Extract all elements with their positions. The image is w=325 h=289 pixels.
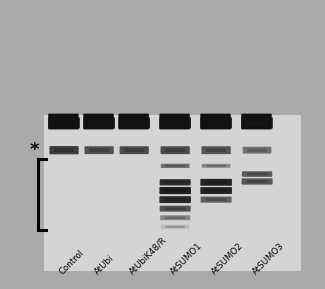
FancyBboxPatch shape [164,189,186,192]
FancyBboxPatch shape [241,117,273,129]
FancyBboxPatch shape [49,146,79,154]
FancyBboxPatch shape [165,165,185,167]
FancyBboxPatch shape [53,121,75,125]
FancyBboxPatch shape [118,117,150,129]
FancyBboxPatch shape [205,181,227,184]
FancyBboxPatch shape [200,117,232,129]
FancyBboxPatch shape [205,198,227,201]
FancyBboxPatch shape [206,165,226,167]
FancyBboxPatch shape [165,216,186,219]
FancyBboxPatch shape [202,164,230,168]
FancyBboxPatch shape [246,180,268,183]
FancyBboxPatch shape [83,117,115,129]
FancyBboxPatch shape [200,114,231,129]
Text: Control: Control [58,248,86,276]
FancyBboxPatch shape [160,179,191,186]
FancyBboxPatch shape [88,121,110,125]
Text: AtSUMO1: AtSUMO1 [169,241,204,276]
FancyBboxPatch shape [247,173,267,175]
FancyBboxPatch shape [246,121,268,125]
FancyBboxPatch shape [161,225,189,229]
FancyBboxPatch shape [206,148,226,152]
FancyBboxPatch shape [159,196,191,203]
Text: AtUbi: AtUbi [93,253,116,276]
FancyBboxPatch shape [242,171,272,177]
FancyBboxPatch shape [165,226,185,228]
FancyBboxPatch shape [164,121,186,125]
FancyBboxPatch shape [44,115,301,271]
FancyBboxPatch shape [159,117,191,129]
FancyBboxPatch shape [83,114,114,129]
FancyBboxPatch shape [164,181,186,184]
FancyBboxPatch shape [48,114,79,129]
FancyBboxPatch shape [241,114,272,129]
Text: AtSUMO2: AtSUMO2 [210,241,245,276]
FancyBboxPatch shape [241,178,273,185]
FancyBboxPatch shape [243,147,271,154]
FancyBboxPatch shape [161,164,189,168]
FancyBboxPatch shape [159,114,190,129]
FancyBboxPatch shape [118,114,149,129]
FancyBboxPatch shape [164,207,186,210]
Text: AtUbiK48/R: AtUbiK48/R [128,235,169,276]
FancyBboxPatch shape [120,146,149,154]
FancyBboxPatch shape [89,148,109,152]
FancyBboxPatch shape [48,117,80,129]
FancyBboxPatch shape [164,198,186,201]
Text: *: * [30,141,39,159]
FancyBboxPatch shape [205,189,227,192]
FancyBboxPatch shape [160,206,191,212]
FancyBboxPatch shape [202,146,231,154]
FancyBboxPatch shape [161,146,190,154]
FancyBboxPatch shape [159,187,191,194]
FancyBboxPatch shape [205,121,227,125]
FancyBboxPatch shape [200,179,232,186]
FancyBboxPatch shape [84,146,114,154]
FancyBboxPatch shape [124,121,145,125]
FancyBboxPatch shape [247,149,267,152]
FancyBboxPatch shape [200,187,232,194]
FancyBboxPatch shape [54,148,74,152]
FancyBboxPatch shape [124,148,144,152]
Text: AtSUMO3: AtSUMO3 [251,241,286,276]
FancyBboxPatch shape [160,215,190,220]
FancyBboxPatch shape [201,197,232,203]
FancyBboxPatch shape [165,148,185,152]
